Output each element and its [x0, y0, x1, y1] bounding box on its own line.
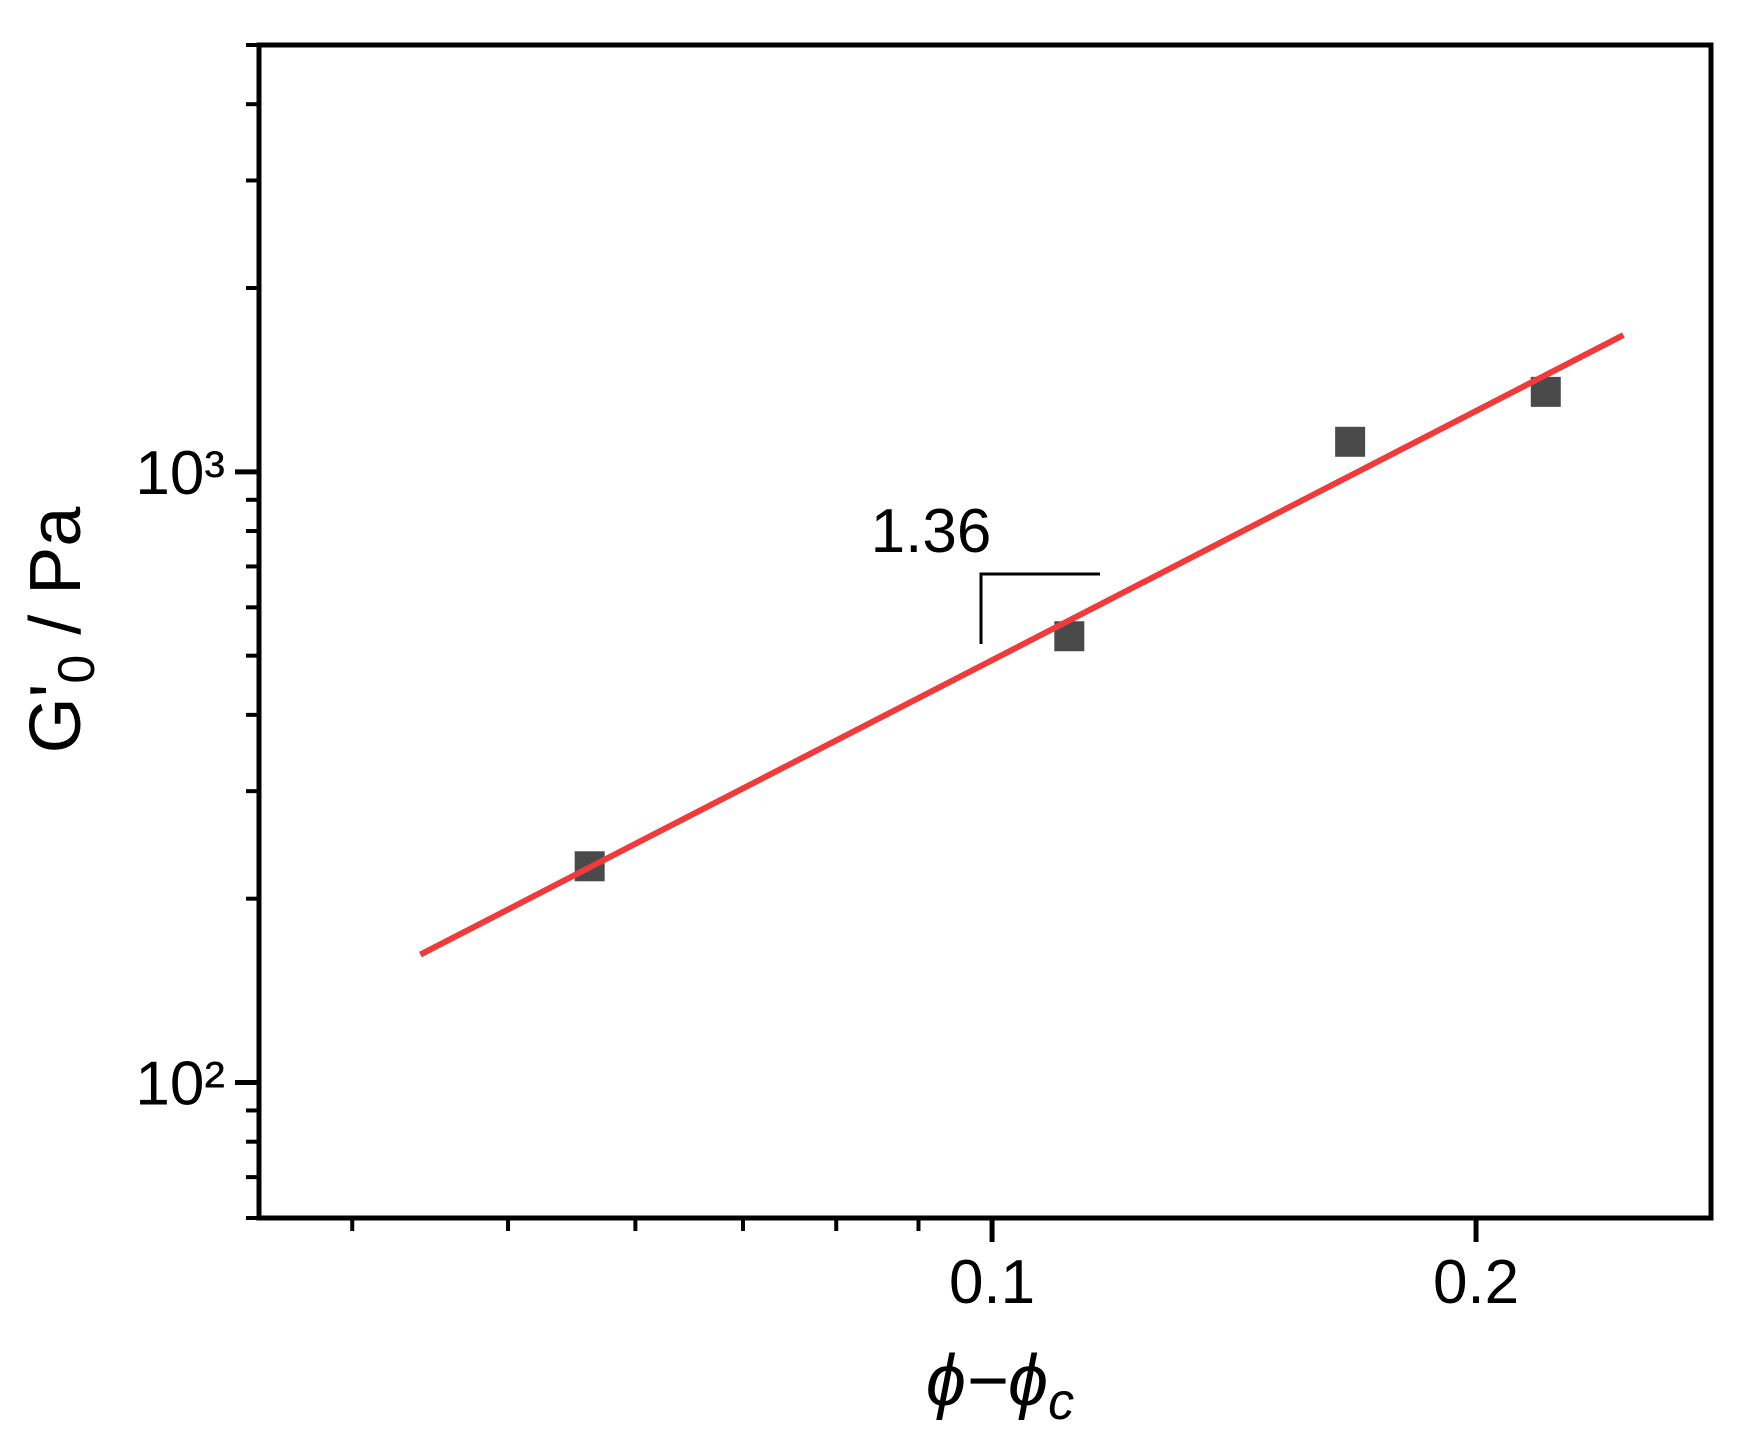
y-axis-label-main: G' — [16, 684, 96, 754]
plot-frame — [256, 42, 1714, 1221]
slope-triangle — [979, 572, 1100, 644]
x-tick-label: 0.1 — [949, 1248, 1035, 1317]
y-tick-label: 10² — [135, 1050, 225, 1119]
annotation: 1.36 — [871, 497, 992, 566]
x-axis-label: ϕ−ϕc — [926, 1341, 1074, 1431]
y-tick-label: 10³ — [135, 439, 225, 508]
y-axis-label-sub: 0 — [48, 655, 106, 684]
data-point — [1335, 426, 1366, 457]
x-axis-label-main: ϕ−ϕ — [926, 1341, 1048, 1421]
y-axis-label: G'0 / Pa — [16, 506, 106, 754]
x-axis-label-sub: c — [1048, 1373, 1074, 1431]
fit-line — [419, 332, 1625, 958]
x-tick-label: 0.2 — [1433, 1248, 1519, 1317]
y-axis-label-unit: / Pa — [16, 506, 96, 655]
